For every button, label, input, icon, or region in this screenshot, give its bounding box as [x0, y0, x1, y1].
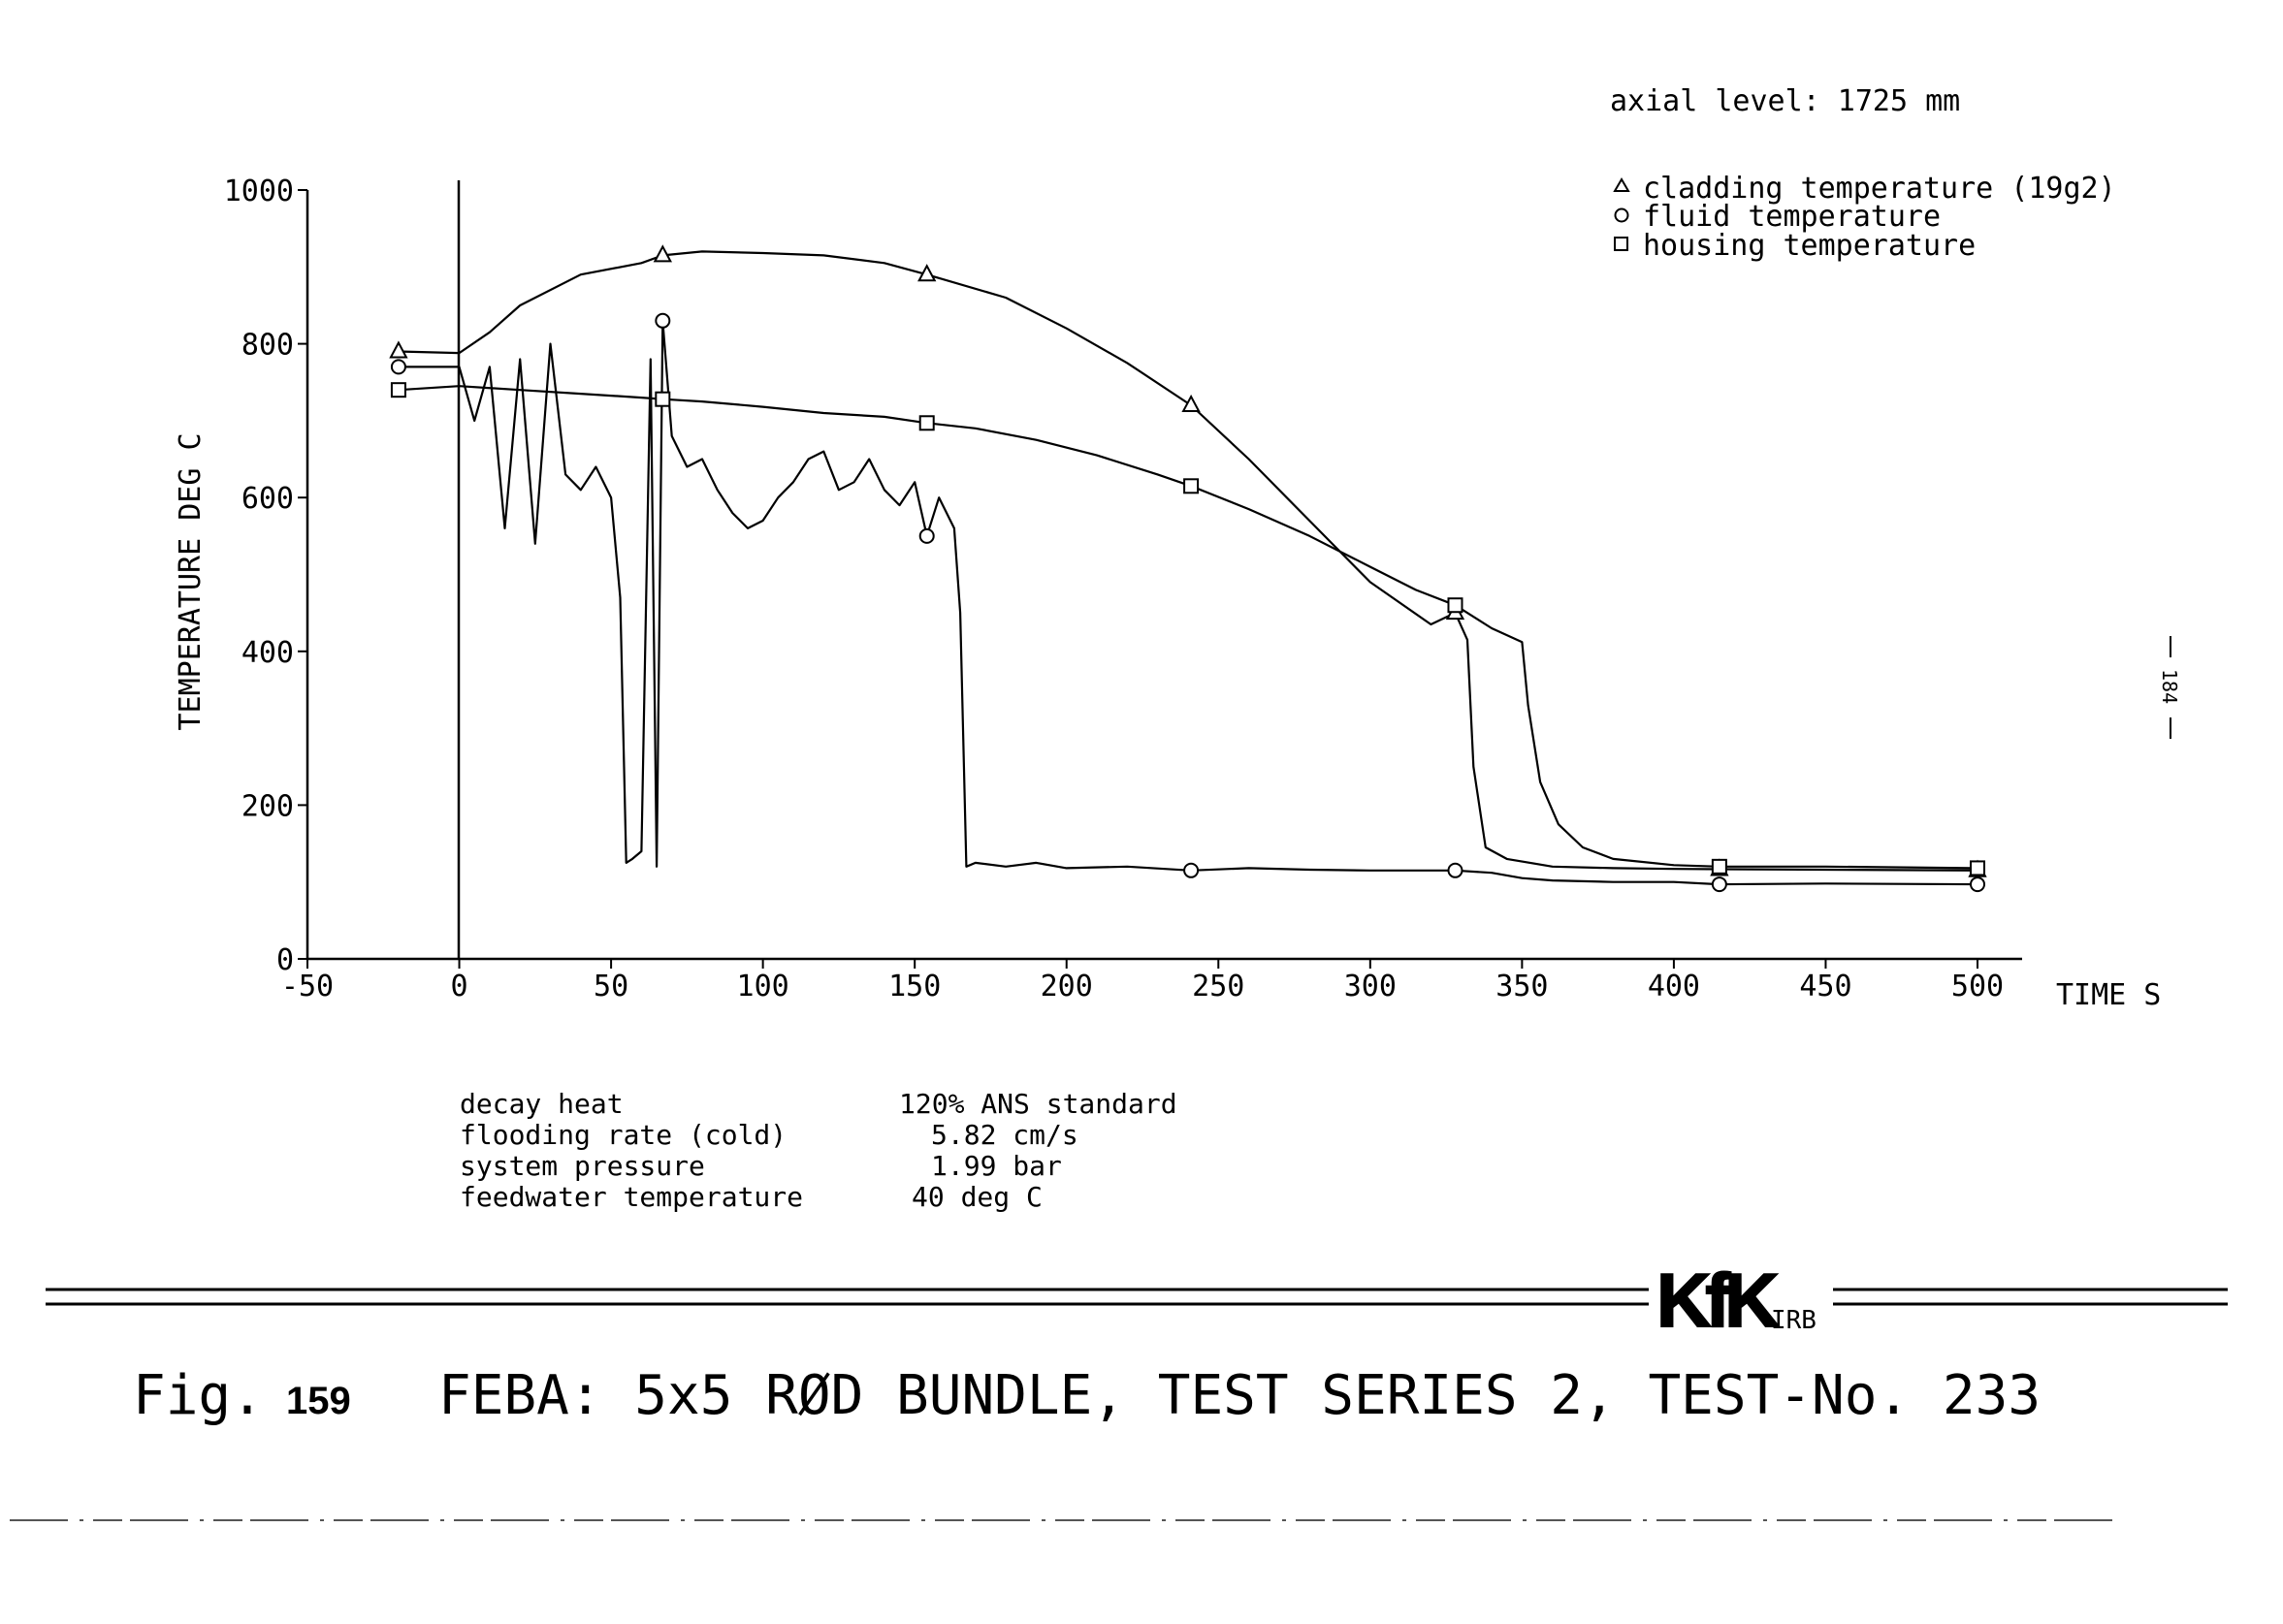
circle-marker-icon	[1614, 207, 1629, 223]
square-marker	[1711, 858, 1727, 875]
circle-marker	[390, 359, 406, 375]
axial-level-label: axial level: 1725 mm	[1610, 84, 1960, 118]
series-markers	[389, 244, 1987, 893]
param-name: decay heat	[460, 1088, 624, 1120]
series-line	[398, 385, 1978, 870]
legend-entry-fluid: fluid temperature	[1614, 200, 1941, 234]
triangle-marker	[389, 340, 408, 359]
series-line	[398, 250, 1978, 872]
square-marker	[390, 382, 406, 398]
test-parameters: decay heat 120% ANS standard flooding ra…	[460, 1088, 1177, 1213]
param-name: system pressure	[460, 1150, 705, 1182]
x-tick-label: 200	[1041, 970, 1093, 1003]
page-number-text: 184	[2158, 669, 2181, 704]
square-marker	[918, 415, 935, 431]
y-tick-label: 1000	[224, 175, 294, 208]
x-tick-label: 50	[594, 970, 628, 1003]
legend: cladding temperature (19g2) fluid temper…	[1613, 172, 2116, 263]
legend-label-cladding: cladding temperature (19g2)	[1643, 172, 2116, 206]
square-marker	[655, 391, 671, 407]
circle-marker	[655, 312, 671, 329]
series-line	[398, 319, 1978, 886]
param-value: 120% ANS standard	[899, 1088, 1177, 1120]
y-tick-label: 200	[241, 789, 294, 823]
side-page-number: 184	[2158, 636, 2181, 739]
param-name: feedwater temperature	[460, 1181, 803, 1213]
x-tick-label: 250	[1192, 970, 1244, 1003]
y-tick-label: 400	[241, 636, 294, 670]
circle-marker	[1711, 876, 1727, 893]
param-value: 5.82 cm/s	[931, 1119, 1078, 1151]
logo-mark: KfK	[1656, 1258, 1779, 1343]
legend-entry-cladding: cladding temperature (19g2)	[1613, 172, 2116, 206]
square-marker	[1970, 860, 1985, 876]
y-ticks: 0 200 400 600 800 1000	[224, 175, 307, 977]
circle-marker	[1183, 862, 1200, 878]
x-axis-label: TIME S	[2056, 978, 2161, 1012]
legend-label-fluid: fluid temperature	[1643, 200, 1941, 234]
y-tick-label: 800	[241, 329, 294, 363]
legend-entry-housing: housing temperature	[1614, 229, 1976, 263]
circle-marker	[1970, 876, 1985, 893]
y-tick-label: 0	[276, 943, 294, 977]
triangle-marker-icon	[1613, 177, 1630, 192]
x-tick-label: 150	[888, 970, 941, 1003]
caption-title: FEBA: 5x5 RØD BUNDLE, TEST SERIES 2, TES…	[438, 1364, 2041, 1427]
y-tick-label: 600	[241, 482, 294, 516]
series-lines	[398, 250, 1978, 886]
x-ticks: -50 0 50 100 150 200 250 300 350 400 450 500	[281, 959, 2004, 1003]
figure-caption: Fig. 159 FEBA: 5x5 RØD BUNDLE, TEST SERI…	[133, 1364, 2041, 1427]
x-tick-label: 100	[737, 970, 789, 1003]
x-tick-label: 0	[451, 970, 468, 1003]
x-tick-label: 350	[1495, 970, 1548, 1003]
param-name: flooding rate (cold)	[460, 1119, 787, 1151]
x-tick-label: 450	[1799, 970, 1851, 1003]
kfk-logo: KfK IRB	[1649, 1251, 1833, 1344]
circle-marker	[918, 527, 935, 544]
logo-sub: IRB	[1771, 1306, 1817, 1335]
param-value: 40 deg C	[912, 1181, 1043, 1213]
legend-label-housing: housing temperature	[1643, 229, 1976, 263]
x-tick-label: 500	[1951, 970, 2004, 1003]
square-marker-icon	[1614, 237, 1628, 251]
triangle-marker	[917, 264, 937, 282]
caption-fig: Fig.	[133, 1364, 264, 1427]
triangle-marker	[653, 244, 672, 263]
x-tick-label: 400	[1648, 970, 1700, 1003]
x-tick-label: 300	[1344, 970, 1397, 1003]
caption-number: 159	[286, 1380, 351, 1422]
square-marker	[1447, 597, 1463, 614]
triangle-marker	[1181, 394, 1201, 413]
y-axis-label: TEMPERATURE DEG C	[174, 432, 208, 730]
param-value: 1.99 bar	[931, 1150, 1062, 1182]
x-tick-label: -50	[281, 970, 334, 1003]
square-marker	[1183, 478, 1200, 494]
circle-marker	[1447, 862, 1463, 878]
